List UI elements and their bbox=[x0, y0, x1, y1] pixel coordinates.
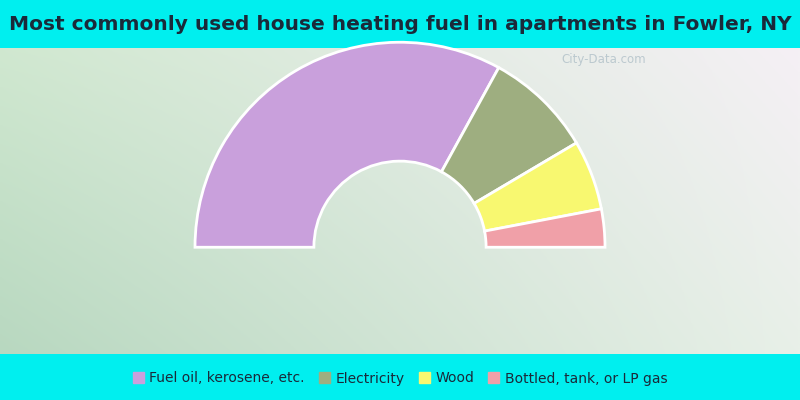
Bar bbox=[0, 354, 800, 400]
Text: City-Data.com: City-Data.com bbox=[562, 52, 646, 66]
Text: Most commonly used house heating fuel in apartments in Fowler, NY: Most commonly used house heating fuel in… bbox=[9, 14, 791, 34]
Wedge shape bbox=[474, 143, 602, 231]
Wedge shape bbox=[442, 68, 577, 204]
Bar bbox=[0, 0, 800, 48]
Wedge shape bbox=[195, 42, 498, 247]
Wedge shape bbox=[485, 209, 605, 247]
Legend: Fuel oil, kerosene, etc., Electricity, Wood, Bottled, tank, or LP gas: Fuel oil, kerosene, etc., Electricity, W… bbox=[127, 366, 673, 391]
